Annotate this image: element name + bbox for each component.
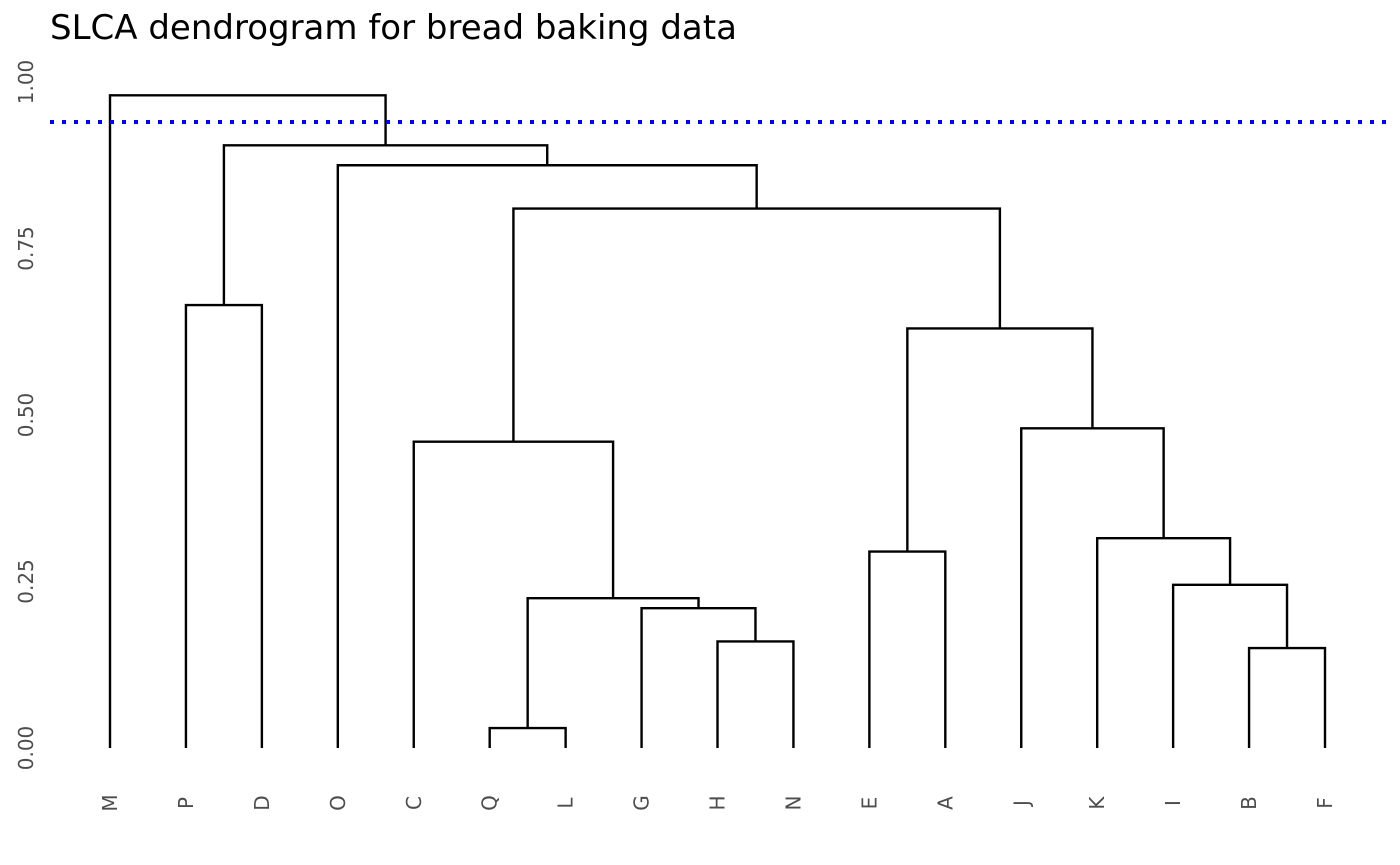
dendrogram-branch-8 [1095,537,1232,748]
leaf-label-Q: Q [478,795,502,811]
dendrogram-branch-10 [1020,427,1165,748]
dendrogram-branch-1 [488,726,567,748]
leaf-label-O: O [326,795,350,811]
dendrogram-branch-3 [1247,646,1327,748]
dendrogram-branch-12 [184,303,264,748]
leaf-label-M: M [98,794,122,811]
y-tick-label: 0.25 [14,559,38,604]
leaf-label-G: G [630,795,654,811]
y-tick-label: 0.75 [14,226,38,271]
y-axis: 0.00 0.25 0.50 0.75 1.00 [14,60,38,771]
leaf-label-F: F [1313,797,1337,809]
leaf-label-L: L [554,797,578,809]
dendrogram-branch-7 [868,550,947,748]
leaf-label-K: K [1085,796,1109,810]
dendrogram-branch-6 [1171,583,1289,748]
dendrogram-branch-13 [512,207,1002,442]
y-tick-label: 0.50 [14,393,38,438]
dendrogram-branch-5 [526,596,700,729]
dendrogram-branch-2 [716,640,795,748]
leaf-label-J: J [1009,800,1033,808]
dendrogram-branch-11 [906,327,1094,552]
dendrogram-branch-9 [412,440,615,748]
dendrogram-branches [108,94,1327,748]
leaf-label-D: D [250,795,274,810]
leaf-label-B: B [1237,796,1261,810]
dendrogram-branch-16 [108,94,387,748]
dendrogram-branch-15 [222,144,549,306]
leaf-label-N: N [781,796,805,811]
dendrogram-branch-4 [640,606,757,748]
y-tick-label: 1.00 [14,60,38,105]
dendrogram-branch-14 [336,164,758,748]
leaf-label-I: I [1161,800,1185,806]
leaf-label-C: C [402,796,426,810]
leaf-label-P: P [174,797,198,809]
y-tick-label: 0.00 [14,726,38,771]
leaf-label-A: A [933,796,957,810]
chart-title: SLCA dendrogram for bread baking data [50,8,737,48]
leaf-label-H: H [706,795,730,810]
leaf-label-E: E [857,797,881,810]
